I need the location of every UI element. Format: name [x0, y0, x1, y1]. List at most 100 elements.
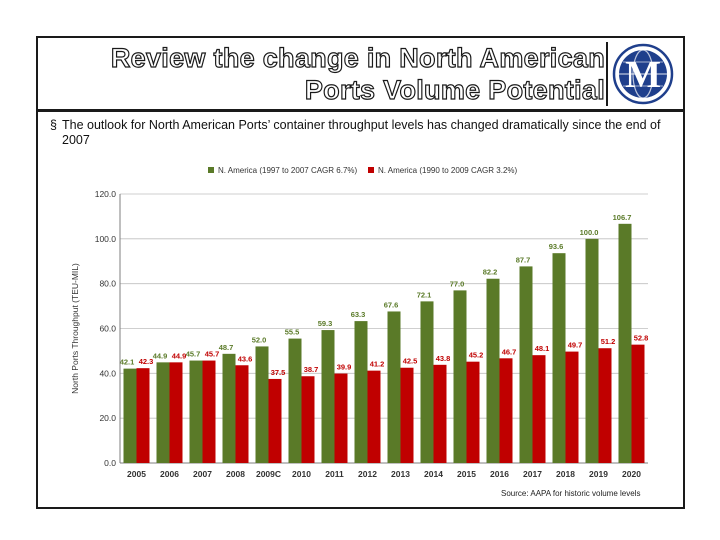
data-label-series-1: 106.7 [613, 213, 632, 222]
y-tick-label: 0.0 [104, 458, 116, 468]
x-tick-label: 2011 [325, 469, 344, 479]
x-tick-label: 2014 [424, 469, 443, 479]
data-label-series-2: 39.9 [337, 363, 352, 372]
data-label-series-1: 67.6 [384, 300, 399, 309]
bar-series-2 [367, 370, 381, 463]
legend-label-1: N. America (1997 to 2007 CAGR 6.7%) [218, 166, 358, 175]
x-tick-label: 2005 [127, 469, 146, 479]
bar-series-1 [255, 346, 269, 463]
data-label-series-2: 42.3 [139, 357, 154, 366]
bar-series-2 [301, 376, 315, 463]
data-label-series-1: 55.5 [285, 328, 300, 337]
x-tick-label: 2006 [160, 469, 179, 479]
throughput-bar-chart: 0.0 20.0 40.0 60.0 80.0 100.0 120.0 North Ports… [70, 166, 649, 479]
legend-swatch-2 [368, 167, 374, 173]
bar-series-1 [486, 278, 500, 463]
bar-series-2 [169, 362, 183, 463]
bar-series-2 [235, 365, 249, 463]
logo-divider [606, 42, 608, 106]
bar-series-1 [618, 223, 632, 463]
title-line-2: Ports Volume Potential [304, 74, 605, 105]
bar-series-1 [222, 353, 236, 463]
title-line-1: Review the change in North American [110, 42, 605, 73]
x-tick-label: 2018 [556, 469, 575, 479]
x-tick-label: 2019 [589, 469, 608, 479]
data-label-series-2: 49.7 [568, 341, 583, 350]
bar-series-1 [420, 301, 434, 463]
data-label-series-1: 82.2 [483, 268, 498, 277]
data-label-series-1: 100.0 [580, 228, 599, 237]
bar-series-1 [453, 290, 467, 463]
bar-series-1 [387, 311, 401, 463]
data-label-series-2: 48.1 [535, 344, 550, 353]
legend-swatch-1 [208, 167, 214, 173]
data-label-series-2: 41.2 [370, 360, 385, 369]
data-label-series-1: 42.1 [120, 358, 135, 367]
data-label-series-2: 45.2 [469, 351, 484, 360]
data-label-series-1: 45.7 [186, 350, 201, 359]
x-tick-label: 2012 [358, 469, 377, 479]
data-label-series-2: 37.5 [271, 368, 286, 377]
y-tick-label: 60.0 [99, 324, 116, 334]
data-label-series-2: 46.7 [502, 347, 517, 356]
slide-frame: Review the change in North American Port… [36, 36, 685, 509]
bar-series-2 [268, 378, 282, 463]
data-label-series-1: 87.7 [516, 255, 531, 264]
data-label-series-2: 43.8 [436, 354, 451, 363]
x-tick-label: 2016 [490, 469, 509, 479]
x-tick-label: 2008 [226, 469, 245, 479]
y-tick-label: 80.0 [99, 279, 116, 289]
x-tick-label: 2007 [193, 469, 212, 479]
bar-series-2 [136, 368, 150, 463]
data-label-series-1: 93.6 [549, 242, 564, 251]
bar-series-2 [499, 358, 513, 463]
x-tick-label: 2013 [391, 469, 410, 479]
data-label-series-1: 44.9 [153, 351, 168, 360]
bar-series-2 [598, 348, 612, 463]
bullet-mark: § [50, 118, 57, 132]
bar-series-2 [400, 367, 414, 463]
y-tick-label: 100.0 [95, 234, 117, 244]
data-label-series-2: 45.7 [205, 350, 220, 359]
y-tick-label: 20.0 [99, 413, 116, 423]
data-label-series-2: 44.9 [172, 351, 187, 360]
bar-series-1 [288, 338, 302, 463]
data-label-series-1: 48.7 [219, 343, 234, 352]
bar-series-1 [585, 238, 599, 463]
title-box: Review the change in North American Port… [38, 38, 683, 112]
slide-title: Review the change in North American Port… [110, 42, 605, 106]
bar-series-1 [519, 266, 533, 463]
legend-label-2: N. America (1990 to 2009 CAGR 3.2%) [378, 166, 518, 175]
data-label-series-1: 72.1 [417, 290, 432, 299]
bar-series-2 [202, 360, 216, 463]
x-tick-label: 2015 [457, 469, 476, 479]
bar-series-1 [189, 360, 203, 463]
bullet-text: The outlook for North American Ports’ co… [62, 118, 661, 147]
x-tick-label: 2020 [622, 469, 641, 479]
bar-series-2 [532, 355, 546, 463]
bar-series-1 [552, 253, 566, 463]
y-tick-label: 40.0 [99, 368, 116, 378]
bar-series-2 [631, 344, 645, 463]
data-label-series-2: 43.6 [238, 354, 253, 363]
x-tick-label: 2009C [256, 469, 281, 479]
data-label-series-2: 51.2 [601, 337, 616, 346]
bar-series-2 [334, 373, 348, 463]
bar-series-1 [321, 330, 335, 463]
bar-series-2 [466, 361, 480, 463]
data-label-series-1: 52.0 [252, 335, 267, 344]
data-label-series-2: 38.7 [304, 365, 319, 374]
data-label-series-2: 52.8 [634, 334, 649, 343]
y-axis-label: North Ports Throughput (TEU-MIL) [70, 263, 80, 394]
y-tick-label: 120.0 [95, 189, 117, 199]
x-tick-label: 2010 [292, 469, 311, 479]
bar-series-2 [433, 364, 447, 463]
x-tick-label: 2017 [523, 469, 542, 479]
source-note: Source: AAPA for historic volume levels [501, 489, 641, 498]
company-logo-icon: M [612, 43, 674, 105]
data-label-series-1: 59.3 [318, 319, 333, 328]
bar-series-1 [354, 321, 368, 463]
bar-series-2 [565, 351, 579, 463]
bullet-point: § The outlook for North American Ports’ … [50, 118, 675, 148]
data-label-series-1: 77.0 [450, 279, 465, 288]
